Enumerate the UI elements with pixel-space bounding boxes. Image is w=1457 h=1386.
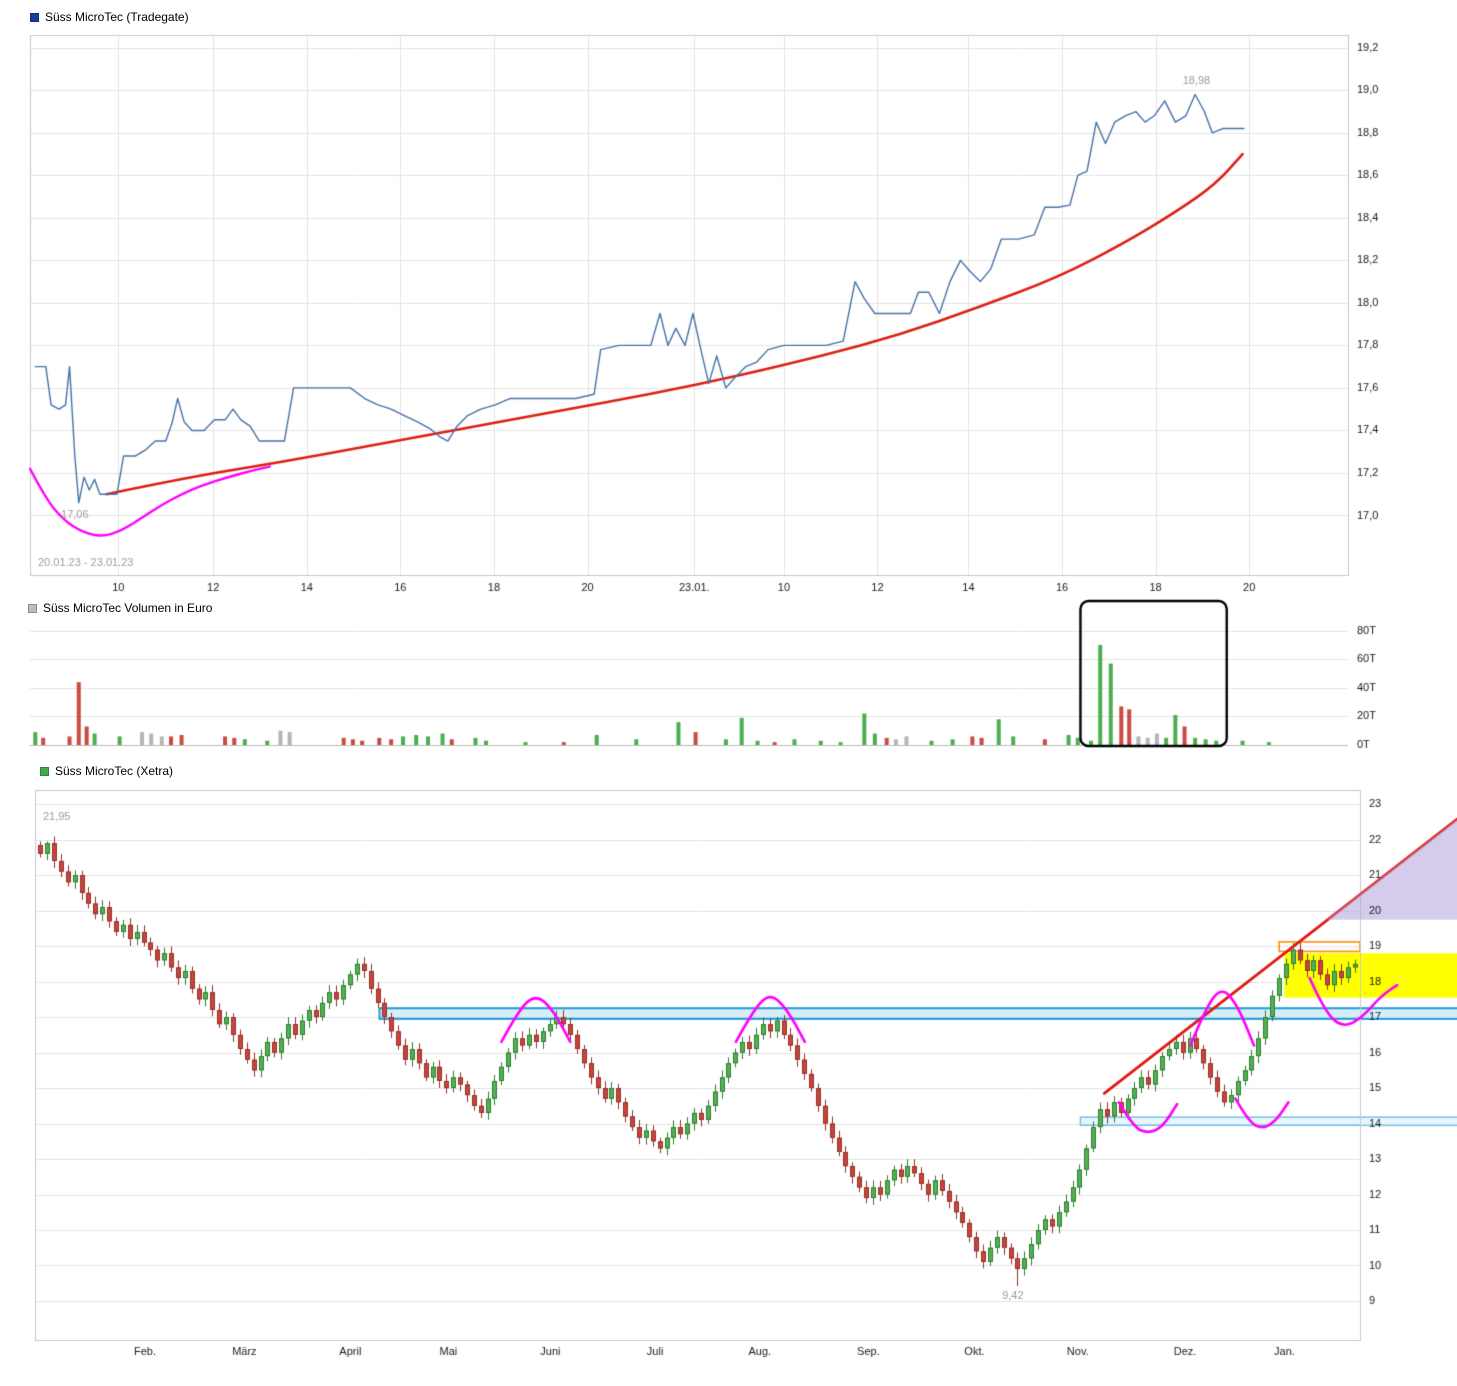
volume-legend-swatch [28,603,37,613]
volume-chart-title: Süss MicroTec Volumen in Euro [28,601,212,615]
tradegate-title-text: Süss MicroTec (Tradegate) [45,10,189,24]
tradegate-legend-swatch [30,12,39,22]
xetra-chart-title: Süss MicroTec (Xetra) [40,764,173,778]
xetra-title-text: Süss MicroTec (Xetra) [55,764,174,778]
tradegate-chart-title: Süss MicroTec (Tradegate) [30,10,189,24]
xetra-legend-swatch [40,766,49,776]
xetra-candlestick-chart [0,755,1457,1386]
volume-title-text: Süss MicroTec Volumen in Euro [43,601,213,615]
tradegate-price-chart [0,0,1457,598]
volume-chart [0,598,1457,755]
